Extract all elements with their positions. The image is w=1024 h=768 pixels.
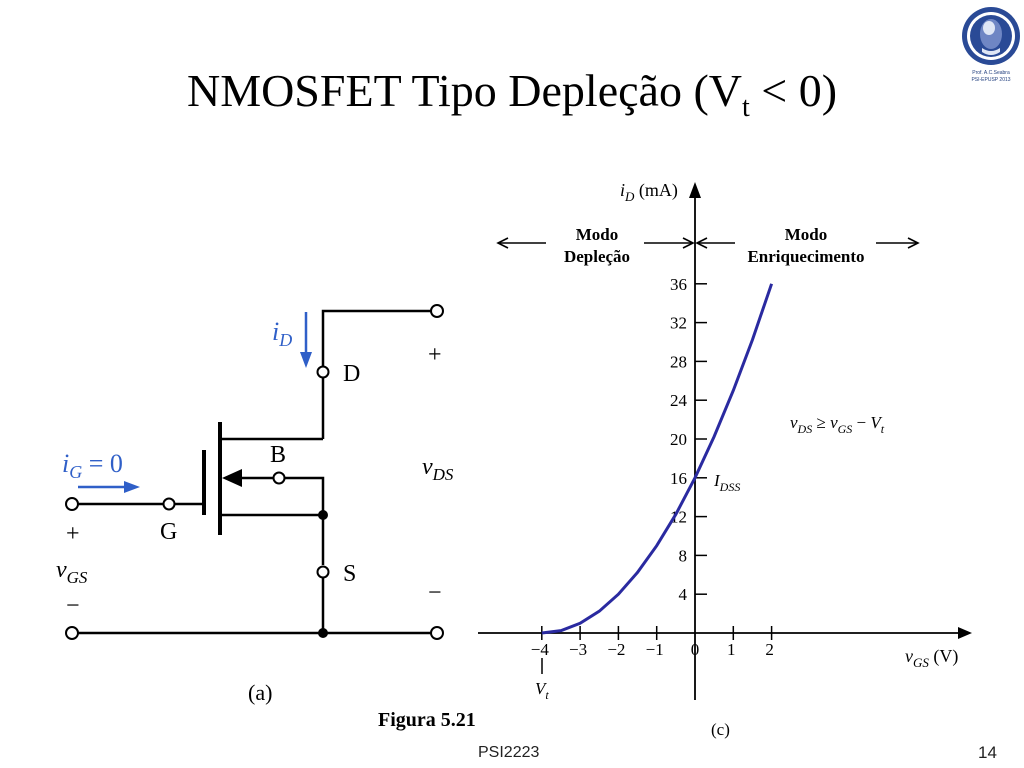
body-wire bbox=[285, 476, 325, 515]
depletion-right-arrowhead bbox=[682, 237, 695, 249]
mode-enhancement-line2: Enriquecimento bbox=[747, 247, 864, 266]
drain-wire bbox=[321, 309, 431, 371]
y-axis-label: iD (mA) bbox=[620, 180, 678, 204]
body-arrow-head bbox=[222, 469, 242, 487]
vgs-plus: + bbox=[66, 521, 80, 547]
circuit-label-a: (a) bbox=[248, 680, 272, 705]
source-label: S bbox=[343, 561, 356, 587]
mode-depletion-line2: Depleção bbox=[564, 247, 630, 266]
y-tick-label: 36 bbox=[670, 275, 687, 294]
x-tick-label: −1 bbox=[646, 640, 664, 659]
y-axis-arrowhead bbox=[689, 182, 701, 198]
logo-text-line2: PSI-EPUSP 2013 bbox=[971, 77, 1011, 83]
x-tick-label: 0 bbox=[691, 640, 700, 659]
mode-enhancement-line1: Modo bbox=[785, 225, 828, 244]
saturation-condition: vDS ≥ vGS − Vt bbox=[790, 413, 885, 436]
logo-text-line1: Prof. A.C.Seabra bbox=[972, 70, 1010, 76]
y-tick-label: 28 bbox=[670, 352, 687, 371]
enhancement-right-arrowhead bbox=[907, 237, 920, 249]
depletion-left-arrowhead bbox=[496, 237, 509, 249]
body-label: B bbox=[270, 442, 286, 468]
slide-title: NMOSFET Tipo Depleção (Vt < 0) bbox=[186, 65, 838, 123]
y-tick-label: 32 bbox=[670, 314, 687, 333]
gate-label: G bbox=[160, 519, 177, 545]
idss-label: IDSS bbox=[713, 471, 740, 494]
ground-terminal-left bbox=[65, 626, 79, 640]
vds-minus: − bbox=[428, 580, 442, 606]
y-tick-label: 24 bbox=[670, 391, 688, 410]
source-node bbox=[316, 565, 330, 579]
x-tick-label: 1 bbox=[727, 640, 736, 659]
source-junction-dot bbox=[318, 510, 328, 520]
y-tick-label: 8 bbox=[679, 546, 688, 565]
y-tick-label: 4 bbox=[679, 585, 688, 604]
mode-depletion-line1: Modo bbox=[576, 225, 619, 244]
id-label: iD bbox=[272, 317, 292, 350]
drain-terminal bbox=[430, 304, 444, 318]
vgs-minus: − bbox=[66, 593, 80, 619]
chart-label-c: (c) bbox=[711, 720, 730, 739]
vds-plus: + bbox=[428, 342, 442, 368]
id-arrow-head bbox=[300, 352, 312, 368]
page-number: 14 bbox=[978, 743, 997, 762]
gate-terminal bbox=[65, 497, 79, 511]
y-tick-label: 20 bbox=[670, 430, 687, 449]
gate-node bbox=[162, 497, 176, 511]
vt-label: Vt bbox=[535, 679, 549, 702]
vgs-label: vGS bbox=[56, 557, 88, 587]
drain-label: D bbox=[343, 361, 360, 387]
x-tick-label: −4 bbox=[531, 640, 550, 659]
vds-label: vDS bbox=[422, 454, 454, 484]
id-vgs-curve bbox=[541, 283, 774, 635]
x-tick-label: 2 bbox=[765, 640, 774, 659]
ground-junction-dot bbox=[318, 628, 328, 638]
ig-label: iG = 0 bbox=[62, 449, 123, 482]
footer-course-code: PSI2223 bbox=[478, 744, 540, 761]
body-node bbox=[272, 471, 286, 485]
enhancement-left-arrowhead bbox=[695, 237, 708, 249]
y-tick-label: 12 bbox=[670, 508, 687, 527]
university-seal-logo bbox=[962, 7, 1020, 65]
drain-node bbox=[316, 365, 330, 379]
y-tick-label: 16 bbox=[670, 469, 687, 488]
ground-terminal-right bbox=[430, 626, 444, 640]
x-axis-arrowhead bbox=[958, 627, 972, 639]
x-tick-label: −3 bbox=[569, 640, 587, 659]
x-axis-label: vGS (V) bbox=[905, 646, 958, 670]
x-tick-label: −2 bbox=[607, 640, 625, 659]
ig-arrow-head bbox=[124, 481, 140, 493]
figure-caption: Figura 5.21 bbox=[378, 709, 476, 731]
